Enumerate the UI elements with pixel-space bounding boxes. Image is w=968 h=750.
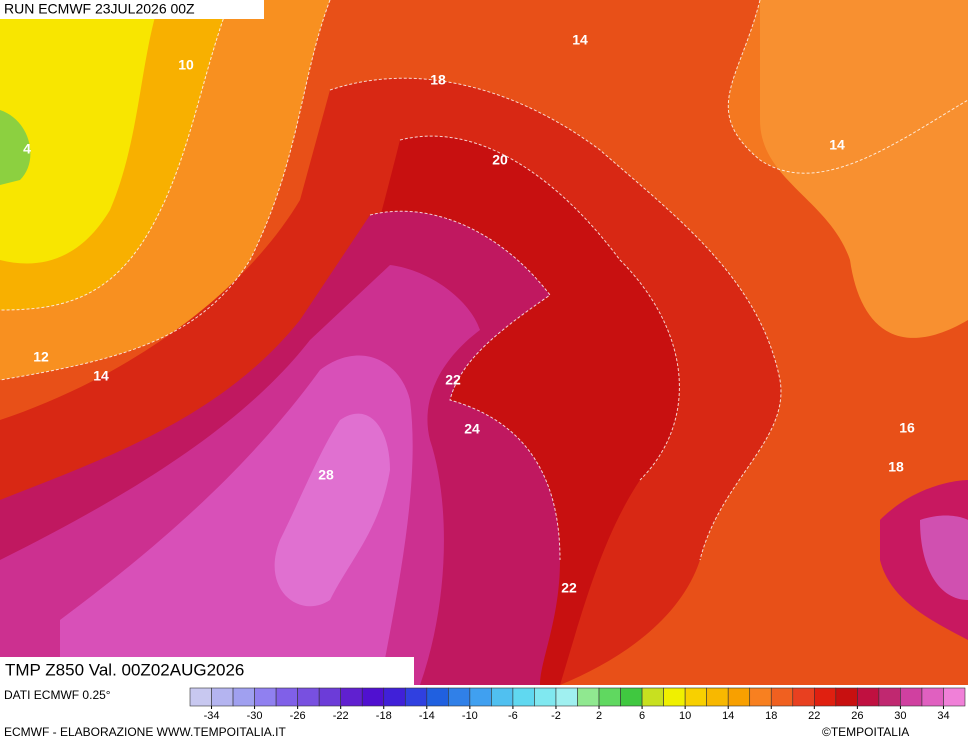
contour-label: 14: [93, 368, 109, 384]
tick-label: -30: [247, 710, 263, 722]
color-swatch: [448, 687, 471, 707]
color-swatch: [491, 687, 514, 707]
color-swatch: [749, 687, 772, 707]
contour-label: 14: [572, 32, 588, 48]
color-swatch: [835, 687, 858, 707]
contour-label: 22: [561, 580, 577, 596]
color-swatch: [598, 687, 621, 707]
tick-label: 2: [596, 710, 602, 722]
contour-label: 10: [178, 57, 194, 73]
color-swatch: [921, 687, 944, 707]
color-swatch: [534, 687, 557, 707]
contour: [0, 0, 231, 311]
zone: [0, 0, 160, 264]
color-swatch: [361, 687, 385, 707]
color-swatch: [641, 687, 664, 707]
color-swatch: [211, 687, 234, 707]
contour: [369, 210, 561, 561]
color-swatch: [900, 687, 923, 707]
color-swatch: [943, 687, 966, 707]
color-swatch: [297, 687, 320, 707]
contour-label: 28: [318, 467, 334, 483]
run-label: RUN ECMWF 23JUL2026 00Z: [4, 1, 195, 17]
contour: [329, 77, 782, 561]
color-swatch: [469, 687, 492, 707]
tick-label: 22: [808, 710, 820, 722]
color-swatch: [620, 687, 643, 707]
tick-label: 14: [722, 710, 734, 722]
contour-label: 20: [492, 152, 508, 168]
tick-label: 30: [894, 710, 906, 722]
contour-label: 16: [899, 420, 915, 436]
color-swatch: [275, 687, 298, 707]
tick-label: 10: [679, 710, 691, 722]
zone: [760, 0, 968, 338]
tick-label: -14: [419, 710, 435, 722]
color-swatch: [577, 687, 600, 707]
contour-label: 14: [829, 137, 845, 153]
color-swatch: [189, 687, 212, 707]
color-swatch: [814, 687, 837, 707]
field-label: TMP Z850 Val. 00Z02AUG2026: [5, 660, 244, 679]
color-swatch: [383, 687, 406, 707]
color-swatch: [663, 687, 686, 707]
color-swatch: [404, 687, 428, 707]
colorbar: -34 -30 -26 -22 -18 -14 -10 -6 -2 2 6 10 14 18 22 26 30 3…: [189, 687, 966, 722]
contour-label: 18: [888, 459, 904, 475]
tick-label: -10: [462, 710, 478, 722]
color-swatch: [318, 687, 341, 707]
tick-label: -34: [204, 710, 220, 722]
color-swatch: [340, 687, 363, 707]
color-swatch: [770, 687, 794, 707]
contour-label: 4: [23, 141, 31, 157]
color-swatch: [684, 687, 707, 707]
source-label: DATI ECMWF 0.25°: [4, 688, 111, 702]
color-swatch: [878, 687, 901, 707]
contour: [0, 0, 331, 381]
zone: [0, 110, 31, 185]
color-swatch: [727, 687, 751, 707]
contour: [399, 135, 680, 481]
color-swatch: [706, 687, 729, 707]
credit-label: ECMWF - ELABORAZIONE WWW.TEMPOITALIA.IT: [4, 725, 286, 739]
zone: [274, 413, 390, 607]
tick-label: -22: [333, 710, 349, 722]
tick-label: 6: [639, 710, 645, 722]
zone: [920, 515, 968, 600]
header-box: [0, 0, 264, 19]
contour-label: 22: [445, 372, 461, 388]
color-swatch: [555, 687, 578, 707]
field-box: [0, 657, 414, 685]
color-swatch: [426, 687, 449, 707]
tick-label: -26: [290, 710, 306, 722]
color-swatch: [857, 687, 880, 707]
tick-label: 26: [851, 710, 863, 722]
tick-label: 18: [765, 710, 777, 722]
color-swatch: [792, 687, 815, 707]
contour: [727, 0, 968, 174]
map: 14 10 18 4 14 20 12 14 22 24 16 18 28 22: [0, 0, 968, 686]
tick-label: 34: [937, 710, 949, 722]
tick-label: -6: [508, 710, 518, 722]
contour-label: 18: [430, 72, 446, 88]
copyright-label: ©TEMPOITALIA: [822, 725, 909, 739]
color-swatch: [512, 687, 535, 707]
color-swatch: [254, 687, 277, 707]
color-swatch: [232, 687, 255, 707]
contour-label: 12: [33, 349, 49, 365]
tick-label: -18: [376, 710, 392, 722]
tick-label: -2: [551, 710, 561, 722]
contour-label: 24: [464, 421, 480, 437]
